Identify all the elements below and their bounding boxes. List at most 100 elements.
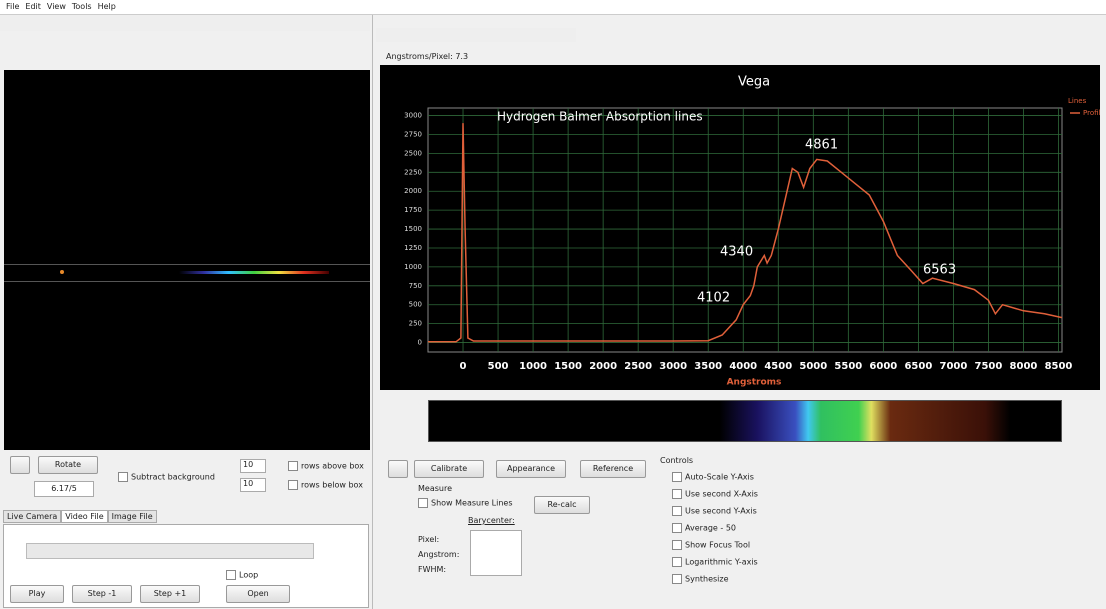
page: { "menu": ["File", "Edit", "View", "Tool… — [0, 0, 1106, 609]
zoom-select[interactable]: 6.17/5 — [34, 481, 94, 497]
icon-button[interactable] — [10, 456, 30, 474]
x-tick-label: 6000 — [869, 361, 897, 372]
recalc-button[interactable]: Re-calc — [534, 496, 590, 514]
open-button[interactable]: Open — [226, 585, 290, 603]
y-tick-label: 1500 — [404, 225, 422, 233]
checkbox — [672, 523, 682, 533]
menu-item[interactable]: View — [47, 2, 66, 11]
x-tick-label: 4000 — [729, 361, 757, 372]
splitter — [372, 15, 373, 609]
checkbox — [672, 557, 682, 567]
menu-item[interactable]: Tools — [72, 2, 92, 11]
tab[interactable]: Video File — [61, 510, 107, 523]
controls-list: Auto-Scale Y-AxisUse second X-AxisUse se… — [672, 472, 758, 591]
x-tick-label: 7000 — [939, 361, 967, 372]
control-option[interactable]: Auto-Scale Y-Axis — [672, 472, 758, 489]
x-tick-label: 3000 — [659, 361, 687, 372]
menu-bar: File Edit View Tools Help — [0, 0, 1106, 15]
chart-title: Vega — [738, 75, 770, 90]
annotation: 4340 — [720, 245, 753, 260]
annotation: 4861 — [805, 138, 838, 153]
control-option[interactable]: Logarithmic Y-axis — [672, 557, 758, 574]
label: Show Focus Tool — [685, 541, 750, 550]
measure-label: Measure — [418, 484, 452, 493]
control-option[interactable]: Show Focus Tool — [672, 540, 758, 557]
y-tick-label: 250 — [409, 320, 422, 328]
x-tick-label: 7500 — [975, 361, 1003, 372]
rows-above-input[interactable]: 10 — [240, 459, 266, 473]
appearance-button[interactable]: Appearance — [496, 460, 566, 478]
tab[interactable]: Image File — [108, 510, 157, 523]
y-tick-label: 500 — [409, 301, 422, 309]
box-line — [4, 281, 370, 282]
checkbox — [672, 540, 682, 550]
menu-item[interactable]: Edit — [25, 2, 41, 11]
subtract-background[interactable]: Subtract background — [118, 472, 215, 482]
x-tick-label: 0 — [460, 361, 467, 372]
menu-item[interactable]: File — [6, 2, 19, 11]
y-tick-label: 750 — [409, 282, 422, 290]
y-tick-label: 0 — [418, 339, 422, 347]
rotate-button[interactable]: Rotate — [38, 456, 98, 474]
control-option[interactable]: Use second X-Axis — [672, 489, 758, 506]
step-forward-button[interactable]: Step +1 — [140, 585, 200, 603]
x-tick-label: 500 — [488, 361, 509, 372]
step-back-button[interactable]: Step -1 — [72, 585, 132, 603]
right-toolbar — [376, 28, 576, 42]
control-option[interactable]: Synthesize — [672, 574, 758, 591]
calibrate-button[interactable]: Calibrate — [414, 460, 484, 478]
x-tick-label: 2000 — [589, 361, 617, 372]
annotation: Hydrogen Balmer Absorption lines — [497, 110, 703, 124]
rows-above[interactable]: rows above box — [288, 461, 364, 471]
x-tick-label: 5000 — [799, 361, 827, 372]
checkbox — [672, 472, 682, 482]
label: Subtract background — [131, 473, 215, 482]
left-toolbar — [0, 15, 370, 31]
control-option[interactable]: Average - 50 — [672, 523, 758, 540]
label: Loop — [239, 571, 258, 580]
y-tick-label: 1750 — [404, 206, 422, 214]
label: Use second Y-Axis — [685, 507, 757, 516]
measure-fields[interactable] — [470, 530, 522, 576]
checkbox — [672, 489, 682, 499]
menu-item[interactable]: Help — [98, 2, 116, 11]
label: Logarithmic Y-axis — [685, 558, 758, 567]
control-option[interactable]: Use second Y-Axis — [672, 506, 758, 523]
x-tick-label: 3500 — [694, 361, 722, 372]
show-measure-lines[interactable]: Show Measure Lines — [418, 498, 513, 508]
legend-label: Profile — [1083, 109, 1100, 117]
annotation: 6563 — [923, 263, 956, 278]
rows-below[interactable]: rows below box — [288, 480, 363, 490]
label: Average - 50 — [685, 524, 736, 533]
legend-title: Lines — [1068, 97, 1087, 105]
y-tick-label: 3000 — [404, 112, 422, 120]
y-tick-label: 2250 — [404, 168, 422, 176]
app-window: File Edit View Tools Help Rotate Subtract ba… — [0, 0, 1106, 609]
checkbox — [672, 506, 682, 516]
y-tick-label: 2000 — [404, 187, 422, 195]
y-tick-label: 1000 — [404, 263, 422, 271]
y-tick-label: 2500 — [404, 149, 422, 157]
tab[interactable]: Live Camera — [3, 510, 61, 523]
synthetic-spectrum — [428, 400, 1062, 442]
slider[interactable] — [26, 543, 314, 559]
star-dot — [60, 270, 64, 274]
y-tick-label: 1250 — [404, 244, 422, 252]
label: rows above box — [301, 462, 364, 471]
pixel-label: Pixel: — [418, 535, 439, 544]
label: rows below box — [301, 481, 363, 490]
play-button[interactable]: Play — [10, 585, 64, 603]
box-line — [4, 264, 370, 265]
x-tick-label: 5500 — [834, 361, 862, 372]
scale-label: Angstroms/Pixel: 7.3 — [386, 52, 468, 61]
label: Synthesize — [685, 575, 729, 584]
loop[interactable]: Loop — [226, 570, 258, 580]
rows-below-input[interactable]: 10 — [240, 478, 266, 492]
annotation: 4102 — [697, 291, 730, 306]
reference-button[interactable]: Reference — [580, 460, 646, 478]
x-tick-label: 8500 — [1045, 361, 1073, 372]
x-tick-label: 8000 — [1010, 361, 1038, 372]
icon-button[interactable] — [388, 460, 408, 478]
label: Show Measure Lines — [431, 499, 513, 508]
